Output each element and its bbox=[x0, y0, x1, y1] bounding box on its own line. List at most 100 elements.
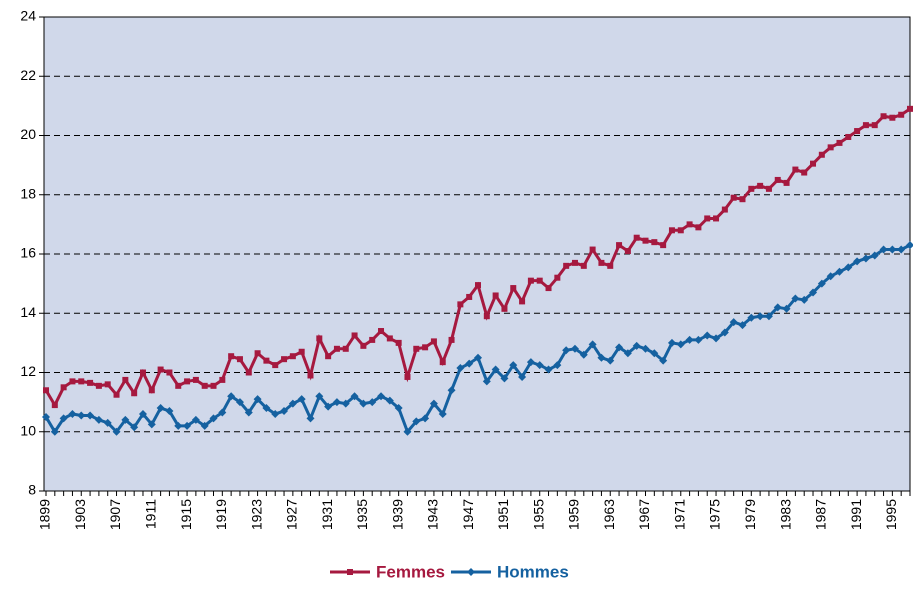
x-tick-label: 1991 bbox=[848, 499, 864, 530]
marker bbox=[783, 179, 790, 186]
marker bbox=[359, 399, 368, 408]
marker bbox=[413, 345, 420, 352]
marker bbox=[801, 169, 808, 176]
marker bbox=[86, 411, 95, 420]
x-tick-label: 1935 bbox=[354, 499, 370, 530]
marker bbox=[879, 245, 888, 254]
marker bbox=[615, 343, 624, 352]
marker bbox=[870, 251, 879, 260]
marker bbox=[385, 396, 394, 405]
marker bbox=[862, 122, 869, 129]
marker bbox=[378, 328, 385, 335]
legend: Femmes Hommes bbox=[330, 562, 569, 581]
marker bbox=[209, 414, 218, 423]
series bbox=[43, 105, 913, 409]
marker bbox=[466, 568, 475, 576]
marker bbox=[253, 395, 262, 404]
marker bbox=[598, 259, 605, 266]
marker bbox=[509, 361, 518, 370]
marker bbox=[447, 386, 456, 395]
x-tick-label: 1971 bbox=[671, 499, 687, 530]
marker bbox=[306, 414, 315, 423]
marker bbox=[853, 257, 862, 266]
marker bbox=[535, 361, 544, 370]
marker bbox=[720, 328, 729, 337]
marker bbox=[695, 224, 702, 231]
x-tick-label: 1967 bbox=[636, 499, 652, 530]
marker bbox=[554, 274, 561, 281]
x-tick-label: 1955 bbox=[530, 499, 546, 530]
marker bbox=[474, 353, 482, 362]
marker bbox=[685, 335, 694, 344]
marker bbox=[757, 182, 764, 189]
marker bbox=[166, 369, 173, 376]
marker bbox=[659, 356, 668, 365]
x-tick-label: 1975 bbox=[707, 499, 723, 530]
marker bbox=[491, 365, 500, 374]
marker bbox=[756, 312, 765, 321]
x-tick-label: 1995 bbox=[883, 499, 899, 530]
marker bbox=[773, 303, 782, 312]
marker bbox=[897, 245, 906, 254]
marker bbox=[739, 196, 746, 203]
marker bbox=[694, 335, 703, 344]
marker bbox=[536, 277, 543, 284]
marker bbox=[77, 411, 86, 420]
marker bbox=[438, 409, 447, 418]
marker bbox=[677, 227, 684, 234]
marker bbox=[589, 246, 596, 253]
marker bbox=[588, 340, 597, 349]
marker bbox=[297, 395, 306, 404]
y-tick-label: 10 bbox=[20, 422, 36, 438]
marker bbox=[448, 336, 455, 343]
marker bbox=[844, 263, 853, 272]
marker bbox=[139, 369, 146, 376]
marker bbox=[360, 342, 367, 349]
x-tick-label: 1923 bbox=[248, 499, 264, 530]
marker bbox=[200, 421, 209, 430]
marker bbox=[244, 408, 253, 417]
marker bbox=[570, 344, 579, 353]
marker bbox=[60, 384, 67, 391]
marker bbox=[704, 215, 711, 222]
marker bbox=[351, 332, 358, 339]
marker bbox=[764, 312, 773, 321]
marker bbox=[809, 288, 818, 297]
marker bbox=[765, 185, 772, 192]
marker bbox=[68, 409, 77, 418]
x-tick-label: 1947 bbox=[460, 499, 476, 530]
marker bbox=[394, 404, 403, 413]
marker bbox=[192, 376, 199, 383]
x-tick-label: 1959 bbox=[566, 499, 582, 530]
marker bbox=[836, 139, 843, 146]
marker bbox=[562, 346, 571, 355]
marker bbox=[430, 338, 437, 345]
marker bbox=[721, 206, 728, 213]
marker bbox=[332, 398, 341, 407]
marker bbox=[676, 340, 685, 349]
marker bbox=[439, 359, 446, 366]
marker bbox=[782, 304, 791, 313]
marker bbox=[510, 285, 517, 292]
marker bbox=[271, 409, 280, 418]
x-tick-label: 1951 bbox=[495, 499, 511, 530]
marker bbox=[791, 294, 800, 303]
marker bbox=[94, 415, 103, 424]
y-tick-label: 22 bbox=[20, 67, 36, 83]
marker bbox=[272, 362, 279, 369]
marker bbox=[730, 194, 737, 201]
legend-label: Femmes bbox=[376, 562, 445, 581]
marker bbox=[818, 151, 825, 158]
x-tick-label: 1963 bbox=[601, 499, 617, 530]
marker bbox=[580, 262, 587, 269]
marker bbox=[263, 357, 270, 364]
x-tick-label: 1919 bbox=[213, 499, 229, 530]
marker bbox=[826, 272, 835, 281]
marker bbox=[651, 239, 658, 246]
marker bbox=[563, 262, 570, 269]
marker bbox=[201, 382, 208, 389]
marker bbox=[632, 341, 641, 350]
y-tick-label: 16 bbox=[20, 245, 36, 261]
marker bbox=[191, 415, 200, 424]
